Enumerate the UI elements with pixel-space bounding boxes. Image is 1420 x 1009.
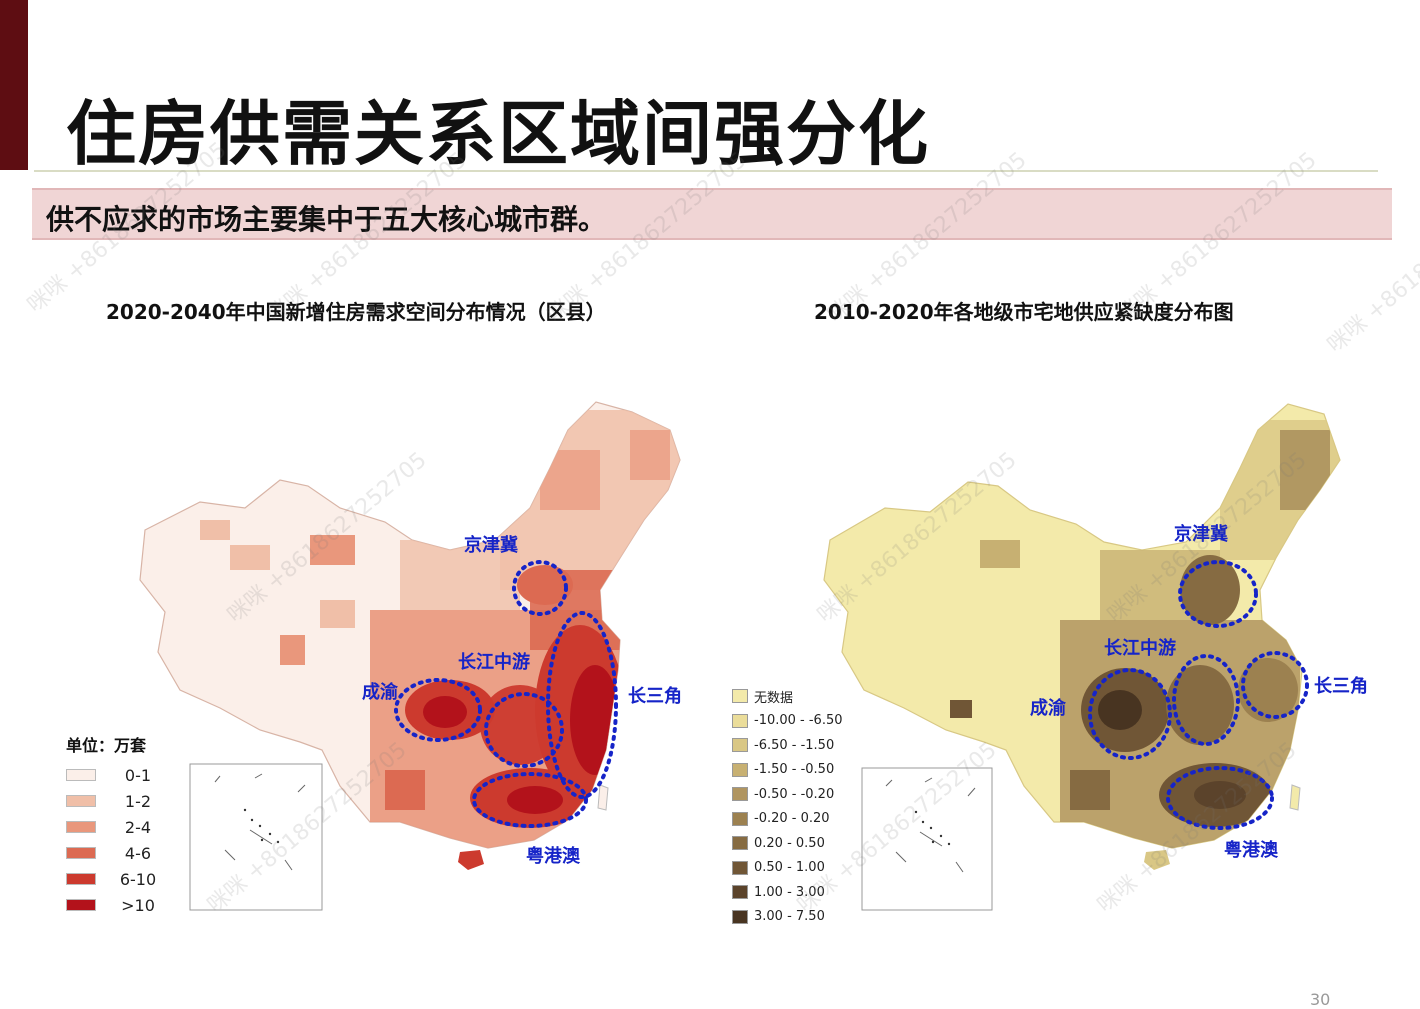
legend-label: 0.50 - 1.00	[754, 860, 825, 876]
legend-swatch	[732, 713, 748, 728]
legend-row: 6-10	[66, 866, 158, 892]
legend-row: -1.50 - -0.50	[732, 758, 843, 783]
legend-label: 4-6	[124, 843, 152, 863]
legend-row: 0.50 - 1.00	[732, 856, 843, 881]
legend-row: >10	[66, 892, 158, 918]
region-label-changjiang-midstream: 长江中游	[458, 651, 530, 673]
legend-row: 4-6	[66, 840, 158, 866]
accent-bar	[0, 0, 28, 170]
legend-row: 2-4	[66, 814, 158, 840]
legend-swatch	[732, 762, 748, 777]
legend-swatch	[66, 847, 96, 859]
south-china-sea-inset	[189, 763, 323, 911]
legend-label: -1.50 - -0.50	[754, 762, 835, 778]
region-label-gba-right: 粤港澳	[1224, 839, 1279, 861]
legend-row: -0.20 - 0.20	[732, 807, 843, 832]
legend-swatch	[732, 860, 748, 875]
left-map-legend: 单位：万套 0-1 1-2 2-4 4-6 6-10 >10	[66, 732, 158, 918]
title-divider	[34, 170, 1378, 172]
region-label-chengyu: 成渝	[362, 681, 399, 703]
legend-row: -0.50 - -0.20	[732, 782, 843, 807]
region-label-changjiang-midstream-right: 长江中游	[1104, 637, 1176, 659]
legend-row: 1.00 - 3.00	[732, 880, 843, 905]
page-number: 30	[1310, 990, 1331, 1009]
south-china-sea-inset-right	[861, 767, 993, 911]
legend-swatch	[732, 811, 748, 826]
legend-row: 1-2	[66, 788, 158, 814]
legend-row: -6.50 - -1.50	[732, 733, 843, 758]
legend-label: 0.20 - 0.50	[754, 835, 825, 851]
region-label-jingjinji: 京津冀	[464, 534, 518, 556]
legend-swatch	[66, 795, 96, 807]
legend-row: 无数据	[732, 684, 843, 709]
subtitle-band: 供不应求的市场主要集中于五大核心城市群。	[32, 188, 1392, 240]
slide-title: 住房供需关系区域间强分化	[66, 93, 930, 175]
legend-row: 0.20 - 0.50	[732, 831, 843, 856]
legend-label: -0.20 - 0.20	[754, 811, 830, 827]
legend-label: -6.50 - -1.50	[754, 737, 835, 753]
slide-subtitle: 供不应求的市场主要集中于五大核心城市群。	[46, 203, 607, 236]
right-map-legend: 无数据 -10.00 - -6.50 -6.50 - -1.50 -1.50 - -0…	[732, 684, 843, 929]
region-label-chengyu-right: 成渝	[1030, 697, 1067, 719]
legend-label: 1-2	[124, 791, 152, 811]
legend-label: 2-4	[124, 817, 152, 837]
left-map-title: 2020-2040年中国新增住房需求空间分布情况（区县）	[106, 300, 606, 324]
legend-swatch	[732, 885, 748, 900]
region-label-yangtze-delta-right: 长三角	[1314, 675, 1368, 697]
legend-row: 0-1	[66, 762, 158, 788]
legend-swatch	[732, 909, 748, 924]
legend-row: -10.00 - -6.50	[732, 709, 843, 734]
legend-label: 无数据	[754, 690, 794, 706]
land-supply-shortage-map: 京津冀 长江中游 成渝 长三角 粤港澳	[823, 403, 1368, 911]
legend-label: >10	[121, 895, 155, 915]
region-label-jingjinji-right: 京津冀	[1174, 523, 1228, 545]
legend-label: 6-10	[119, 869, 157, 889]
region-outlines-right	[1088, 560, 1309, 830]
legend-label: -10.00 - -6.50	[754, 713, 843, 729]
legend-swatch	[732, 689, 748, 704]
region-outlines	[394, 560, 618, 828]
legend-swatch	[66, 899, 96, 911]
legend-label: -0.50 - -0.20	[754, 786, 835, 802]
region-label-yangtze-delta: 长三角	[628, 685, 682, 707]
legend-label: 3.00 - 7.50	[754, 909, 825, 925]
legend-swatch	[732, 738, 748, 753]
legend-row: 3.00 - 7.50	[732, 905, 843, 930]
legend-unit-title: 单位：万套	[66, 736, 147, 755]
legend-label: 1.00 - 3.00	[754, 884, 825, 900]
legend-swatch	[66, 821, 96, 833]
region-label-gba: 粤港澳	[526, 845, 581, 867]
legend-swatch	[66, 769, 96, 781]
legend-swatch	[66, 873, 96, 885]
legend-swatch	[732, 836, 748, 851]
legend-swatch	[732, 787, 748, 802]
right-map-title: 2010-2020年各地级市宅地供应紧缺度分布图	[814, 300, 1234, 324]
housing-demand-map: 京津冀 长江中游 成渝 长三角 粤港澳	[139, 401, 682, 911]
legend-label: 0-1	[124, 765, 152, 785]
